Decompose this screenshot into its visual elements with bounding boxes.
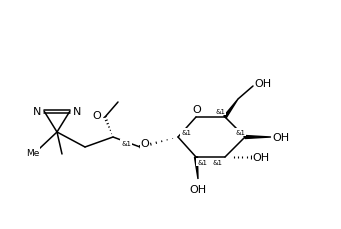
Polygon shape: [224, 100, 238, 118]
Text: OH: OH: [252, 152, 270, 162]
Text: &1: &1: [235, 129, 245, 135]
Text: OH: OH: [254, 79, 271, 89]
Text: O: O: [140, 138, 149, 148]
Text: O: O: [93, 111, 101, 120]
Polygon shape: [245, 136, 271, 139]
Text: OH: OH: [272, 132, 290, 142]
Text: Me: Me: [26, 148, 40, 157]
Text: OH: OH: [190, 184, 207, 194]
Polygon shape: [194, 157, 198, 179]
Text: &1: &1: [215, 109, 225, 114]
Text: N: N: [73, 106, 81, 117]
Text: O: O: [193, 105, 202, 114]
Text: N: N: [33, 106, 41, 117]
Text: &1: &1: [181, 129, 191, 135]
Text: &1: &1: [121, 140, 131, 146]
Text: &1: &1: [212, 159, 222, 165]
Text: &1: &1: [197, 159, 207, 165]
